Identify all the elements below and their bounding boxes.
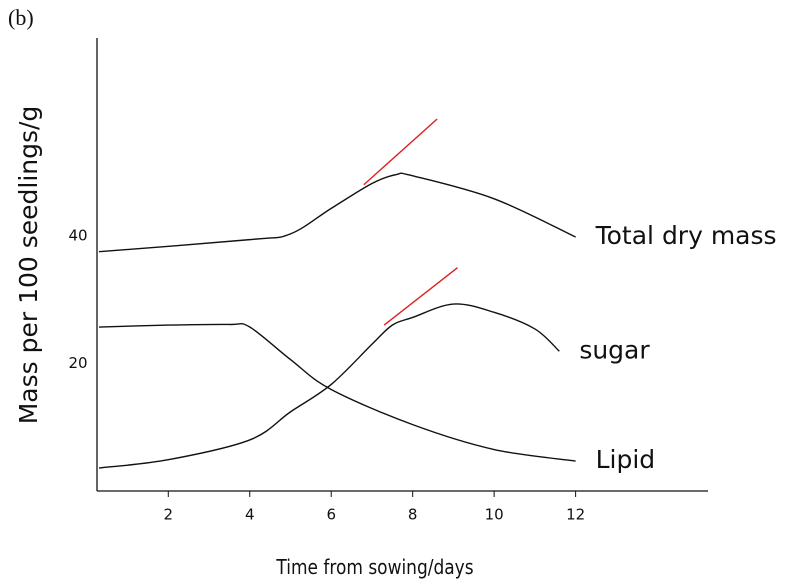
y-axis-label: Mass per 100 seedlings/g [14, 106, 43, 425]
tangent-line [383, 267, 458, 326]
series-label: sugar [579, 335, 650, 364]
series-label: Total dry mass [595, 221, 777, 250]
series-line [98, 172, 576, 253]
x-tick-label: 8 [408, 506, 418, 524]
x-axis-label: Time from sowing/days [276, 557, 474, 580]
x-tick-label: 4 [245, 506, 255, 524]
series-label: Lipid [596, 445, 656, 474]
x-tick-label: 10 [485, 506, 504, 524]
panel-label: (b) [8, 5, 34, 30]
x-tick-label: 6 [326, 506, 336, 524]
x-tick-label: 12 [566, 506, 585, 524]
tangent-line [363, 118, 438, 186]
series-line [99, 322, 576, 462]
x-tick-label: 2 [164, 506, 174, 524]
y-tick-label: 40 [68, 226, 87, 244]
series-line [98, 303, 560, 469]
y-tick-label: 20 [68, 354, 87, 372]
